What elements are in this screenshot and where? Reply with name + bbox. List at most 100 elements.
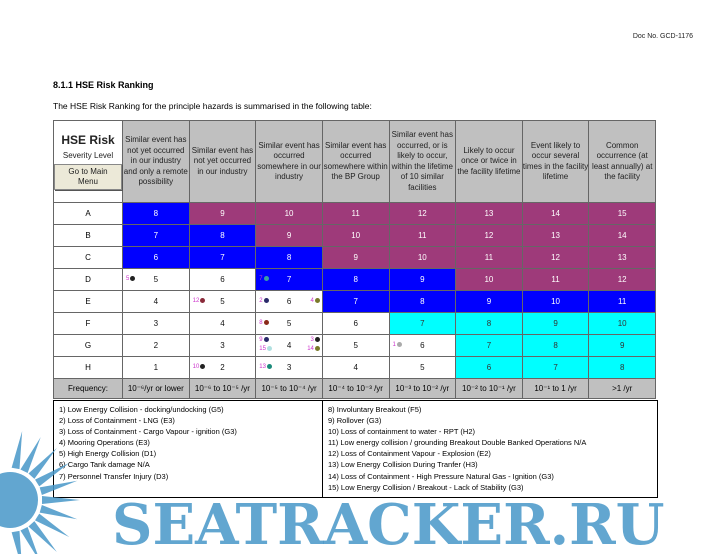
risk-value: 4 bbox=[220, 319, 225, 328]
hazard-marker: 12 bbox=[193, 298, 206, 305]
risk-value: 9 bbox=[553, 319, 558, 328]
risk-value: 7 bbox=[486, 341, 492, 350]
risk-cell: 2 10 bbox=[188, 356, 257, 379]
hazard-dot-icon bbox=[263, 276, 269, 281]
hazard-number: 3 bbox=[310, 337, 314, 344]
risk-value: 2 bbox=[153, 341, 159, 350]
watermark: SEATRACKER.RU bbox=[112, 492, 665, 558]
risk-cell: 11 bbox=[388, 224, 457, 247]
risk-value: 6 bbox=[286, 297, 292, 306]
risk-cell: 5 12 bbox=[188, 290, 257, 313]
hazard-dot-icon bbox=[314, 298, 320, 303]
risk-cell: 12 bbox=[588, 268, 656, 291]
hazard-number: 2 bbox=[259, 298, 263, 305]
column-header: Similar event has not yet occurred in ou… bbox=[122, 120, 190, 203]
hazard-number: 1 bbox=[392, 342, 396, 349]
risk-value: 10 bbox=[551, 297, 561, 306]
hazard-dot-icon bbox=[200, 298, 206, 303]
risk-cell: 11 bbox=[455, 246, 523, 269]
risk-cell: 10 bbox=[521, 290, 590, 313]
risk-value: 11 bbox=[418, 231, 427, 240]
frequency-cell: 10⁻⁴ to 10⁻³ /yr bbox=[321, 378, 390, 399]
risk-cell: 15 bbox=[588, 202, 656, 225]
go-to-main-menu-button[interactable]: Go to Main Menu bbox=[54, 164, 122, 190]
risk-cell: 4 bbox=[321, 356, 390, 379]
frequency-cell: 10⁻¹ to 1 /yr bbox=[521, 378, 590, 399]
risk-value: 8 bbox=[420, 297, 425, 306]
risk-cell: 6 bbox=[122, 246, 190, 269]
section-title: 8.1.1 HSE Risk Ranking bbox=[53, 80, 154, 90]
watermark-sun-icon bbox=[0, 431, 80, 554]
severity-label: E bbox=[53, 290, 123, 313]
risk-cell: 9 bbox=[455, 290, 523, 313]
hazard-marker: 2 bbox=[259, 298, 269, 305]
legend-item: 8) Involuntary Breakout (F5) bbox=[328, 405, 422, 414]
risk-value: 4 bbox=[153, 297, 159, 306]
risk-value: 7 bbox=[153, 231, 159, 240]
risk-cell: 14 bbox=[588, 224, 656, 247]
frequency-cell: 10⁻⁶ to 10⁻⁵ /yr bbox=[188, 378, 257, 399]
risk-value: 2 bbox=[220, 363, 225, 372]
hazard-marker: 3 bbox=[311, 337, 320, 344]
matrix-row: C 6 7 8 9 10 11 12 13 bbox=[53, 246, 656, 269]
risk-cell: 9 bbox=[188, 202, 257, 225]
risk-cell: 8 bbox=[122, 202, 190, 225]
legend-item: 14) Loss of Containment - High Pressure … bbox=[328, 471, 554, 481]
matrix-row: A 8 9 10 11 12 13 14 15 bbox=[53, 202, 656, 225]
risk-cell: 8 bbox=[455, 312, 523, 335]
risk-cell: 11 bbox=[321, 202, 390, 225]
risk-cell: 14 bbox=[521, 202, 590, 225]
hazard-marker: 5 bbox=[126, 276, 136, 283]
matrix-row: B 7 8 9 10 11 12 13 14 bbox=[53, 224, 656, 247]
hazard-marker: 9 bbox=[259, 337, 269, 344]
hazard-dot-icon bbox=[314, 346, 320, 351]
risk-value: 9 bbox=[286, 231, 292, 240]
risk-value: 8 bbox=[220, 231, 225, 240]
hazard-number: 14 bbox=[307, 346, 314, 353]
hazard-number: 5 bbox=[126, 276, 130, 283]
severity-label: A bbox=[53, 202, 123, 225]
hazard-marker: 1 bbox=[393, 342, 402, 349]
risk-value: 13 bbox=[484, 209, 494, 218]
risk-value: 8 bbox=[486, 319, 492, 328]
risk-value: 10 bbox=[617, 319, 627, 328]
risk-cell: 5 bbox=[388, 356, 457, 379]
risk-cell: 13 bbox=[588, 246, 656, 269]
risk-value: 6 bbox=[220, 275, 225, 284]
risk-cell: 8 bbox=[188, 224, 257, 247]
risk-cell: 2 bbox=[122, 334, 190, 357]
hazard-number: 13 bbox=[259, 364, 266, 371]
risk-value: 7 bbox=[553, 363, 558, 372]
risk-cell: 9 bbox=[255, 224, 323, 247]
risk-value: 6 bbox=[353, 319, 358, 328]
legend-item: 4) Mooring Operations (E3) bbox=[59, 438, 150, 448]
risk-value: 9 bbox=[220, 209, 225, 218]
hazard-number: 8 bbox=[259, 320, 263, 327]
risk-value: 12 bbox=[551, 253, 561, 262]
risk-cell: 11 bbox=[588, 290, 656, 313]
risk-cell: 3 13 bbox=[255, 356, 323, 379]
risk-value: 10 bbox=[417, 253, 427, 262]
hazard-dot-icon bbox=[314, 337, 320, 342]
legend-item: 7) Personnel Transfer Injury (D3) bbox=[59, 471, 169, 481]
risk-value: 9 bbox=[619, 341, 625, 350]
risk-cell: 11 bbox=[521, 268, 590, 291]
frequency-cell: 10⁻² to 10⁻¹ /yr bbox=[455, 378, 523, 399]
hazard-dot-icon bbox=[266, 364, 272, 369]
risk-value: 11 bbox=[484, 253, 494, 262]
risk-value: 1 bbox=[153, 363, 159, 372]
frequency-cell: >1 /yr bbox=[588, 378, 656, 399]
risk-cell: 6 2 4 bbox=[255, 290, 323, 313]
severity-label: C bbox=[53, 246, 123, 269]
risk-value: 13 bbox=[551, 231, 561, 240]
column-header: Similar event has not yet occurred in ou… bbox=[188, 120, 257, 203]
hazard-dot-icon bbox=[396, 342, 402, 347]
legend-item: 9) Rollover (G3) bbox=[328, 416, 382, 426]
hazard-dot-icon bbox=[263, 337, 269, 342]
risk-cell: 6 bbox=[455, 356, 523, 379]
risk-value: 9 bbox=[353, 253, 358, 262]
risk-value: 3 bbox=[153, 319, 159, 328]
